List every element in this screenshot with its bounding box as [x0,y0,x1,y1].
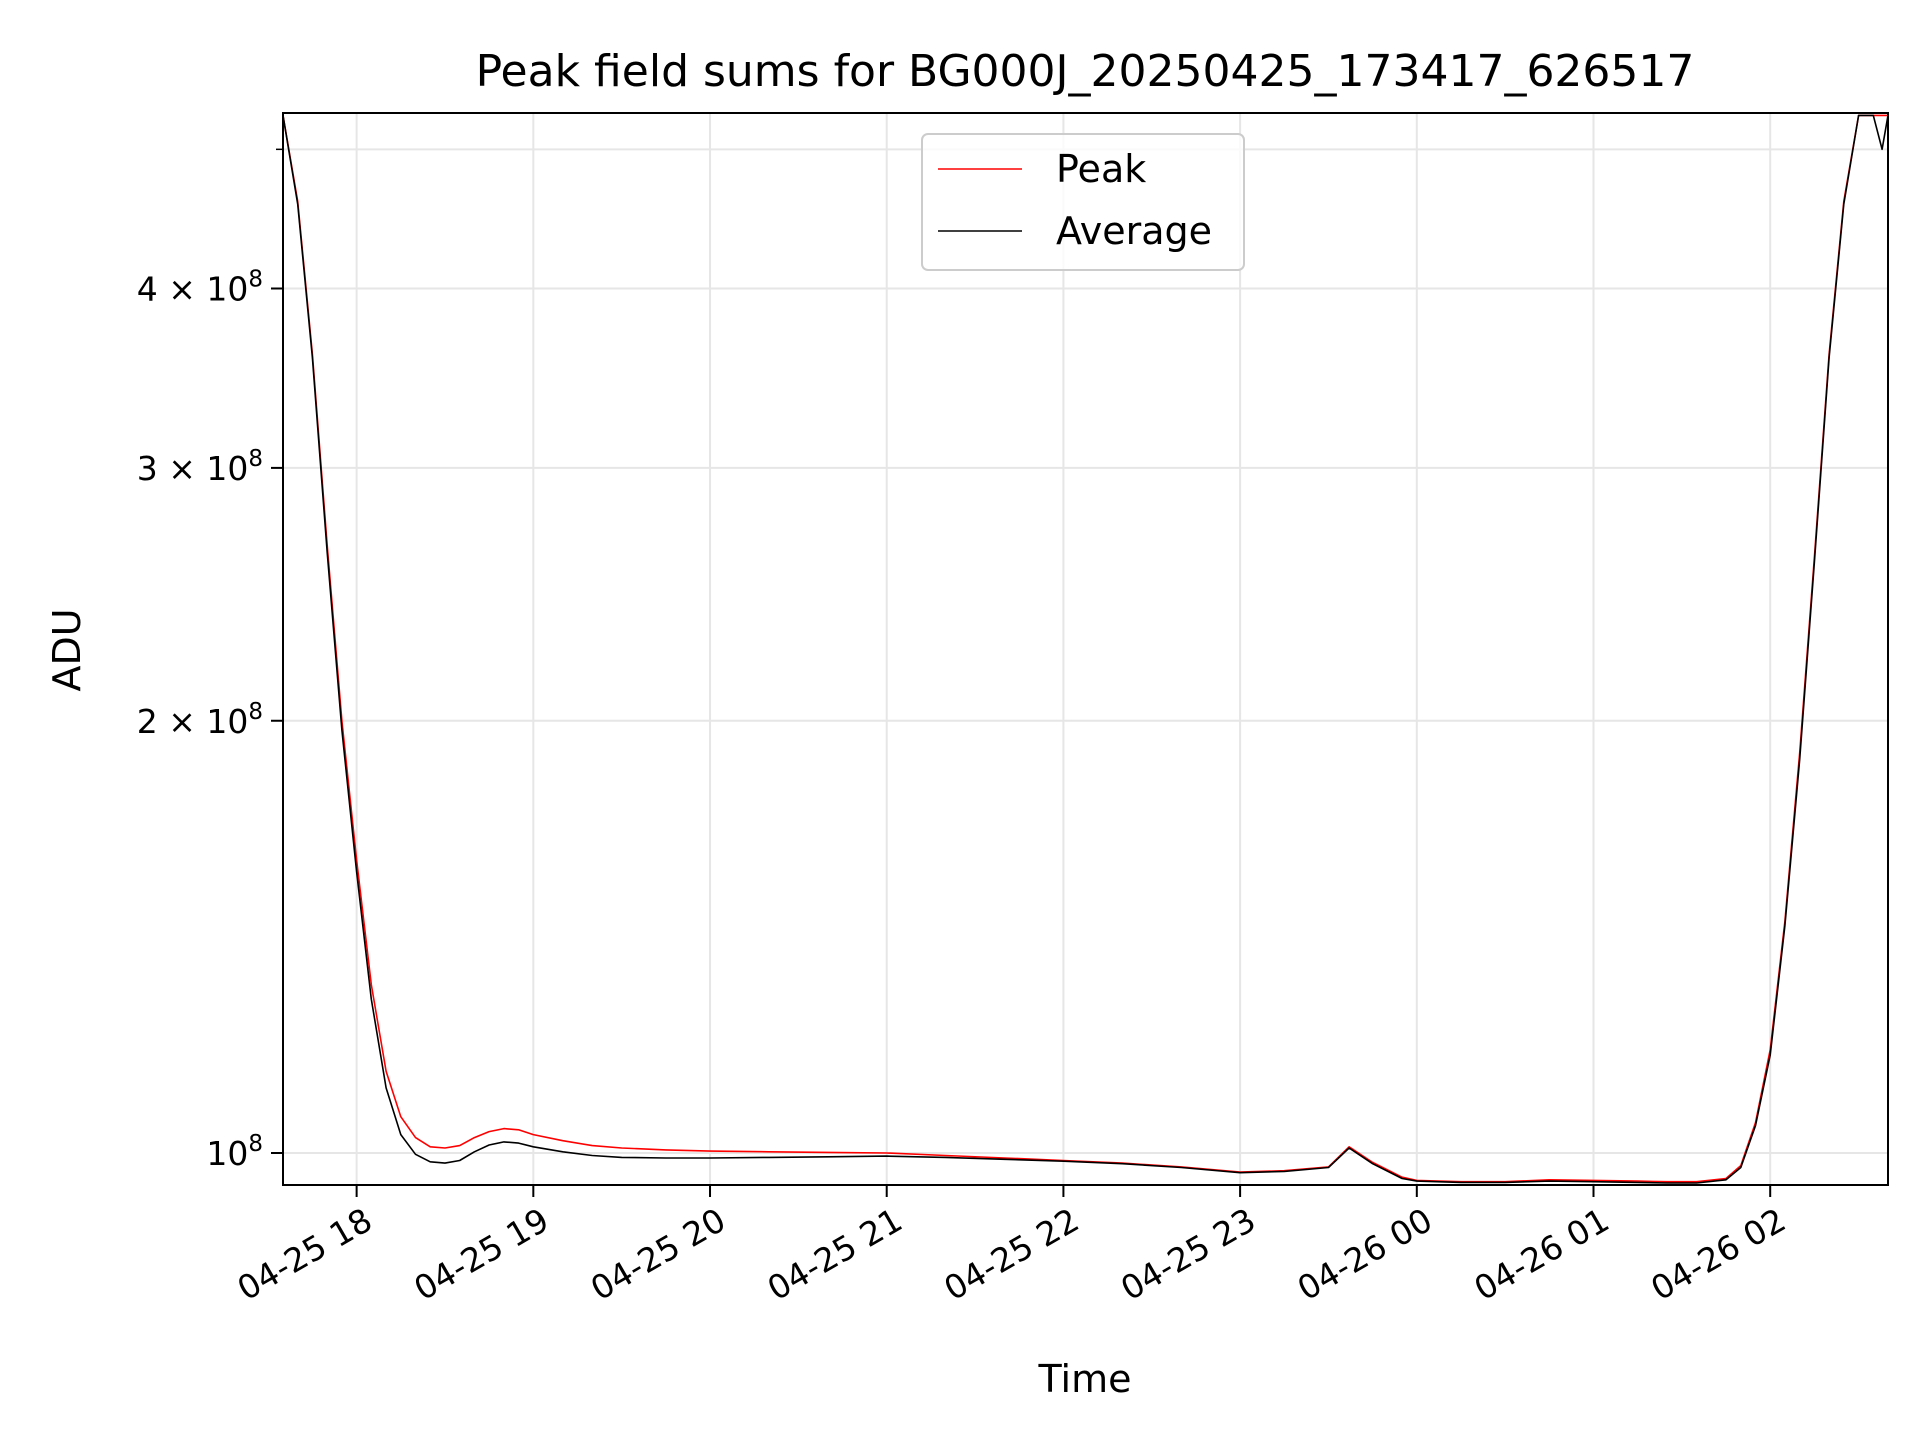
y-axis-label: ADU [45,608,89,691]
series-group [283,114,1888,1184]
legend-box [921,133,1245,271]
y-tick-label: 4 × 108 [137,266,263,308]
x-axis-label: Time [1038,1357,1132,1401]
y-tick-label: 2 × 108 [137,699,263,741]
y-axis: 108 2 × 108 3 × 108 4 × 108 [137,148,283,1173]
legend: Peak Average [921,133,1245,271]
legend-label-peak: Peak [1056,147,1146,191]
plot-frame [282,112,1889,1186]
series-line-average [283,114,1888,1184]
y-tick-label: 3 × 108 [137,446,263,488]
y-tick-label: 108 [206,1131,263,1173]
chart-title: Peak field sums for BG000J_20250425_1734… [476,46,1695,97]
legend-label-average: Average [1056,209,1212,253]
